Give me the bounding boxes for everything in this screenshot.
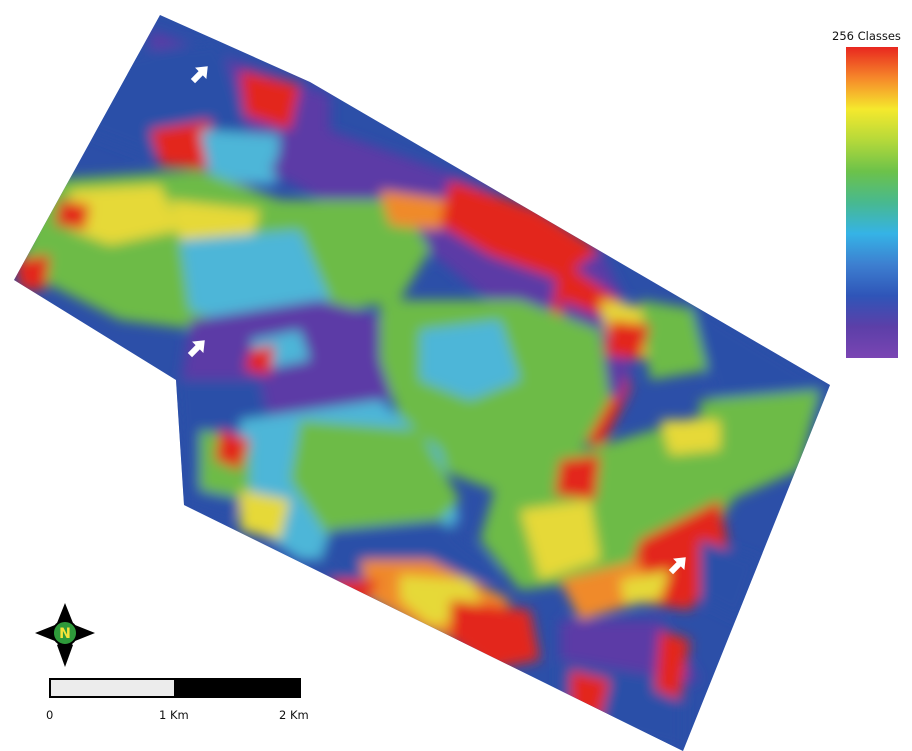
- white-arrow-icon: [668, 557, 686, 575]
- class-region-green: [290, 420, 460, 540]
- class-region-purple: [270, 120, 640, 360]
- white-arrow-icon: [187, 340, 205, 358]
- class-region-red: [150, 120, 215, 170]
- class-region-yellow: [240, 490, 290, 540]
- north-letter: N: [59, 626, 71, 642]
- class-region-red: [55, 200, 90, 230]
- legend-color-ramp: [846, 47, 898, 358]
- scale-bar-segment-1: [49, 678, 176, 698]
- class-region-red: [245, 345, 275, 375]
- north-arrow-icon: N: [35, 603, 95, 667]
- arrow-markers: [187, 66, 686, 575]
- class-region-red: [215, 430, 250, 470]
- class-region-orange: [380, 190, 450, 230]
- class-region-red: [240, 70, 300, 130]
- class-region-red: [15, 255, 50, 290]
- class-region-yellow: [70, 185, 180, 245]
- class-region-red: [555, 455, 600, 500]
- class-region-red: [655, 630, 690, 700]
- scale-label-2km: 2 Km: [279, 708, 309, 722]
- legend-title: 256 Classes: [832, 29, 901, 43]
- class-region-cyan: [200, 130, 280, 185]
- class-region-yellow: [170, 200, 260, 245]
- class-region-yellow: [620, 570, 670, 605]
- class-region-cyan: [420, 320, 520, 400]
- scale-label-1km: 1 Km: [159, 708, 189, 722]
- class-region-red: [440, 180, 600, 280]
- class-region-green: [640, 300, 710, 380]
- class-region-orange: [560, 560, 650, 620]
- class-region-yellow: [520, 500, 600, 580]
- class-region-yellow: [660, 420, 720, 455]
- north-arrow-badge: [52, 620, 78, 646]
- class-region-red: [605, 320, 650, 360]
- white-arrow-icon: [190, 66, 208, 84]
- class-region-red: [450, 600, 540, 670]
- class-region-green: [620, 410, 760, 520]
- scale-bar: [49, 678, 301, 698]
- scale-label-0: 0: [46, 708, 54, 722]
- scale-bar-segment-2: [174, 678, 301, 698]
